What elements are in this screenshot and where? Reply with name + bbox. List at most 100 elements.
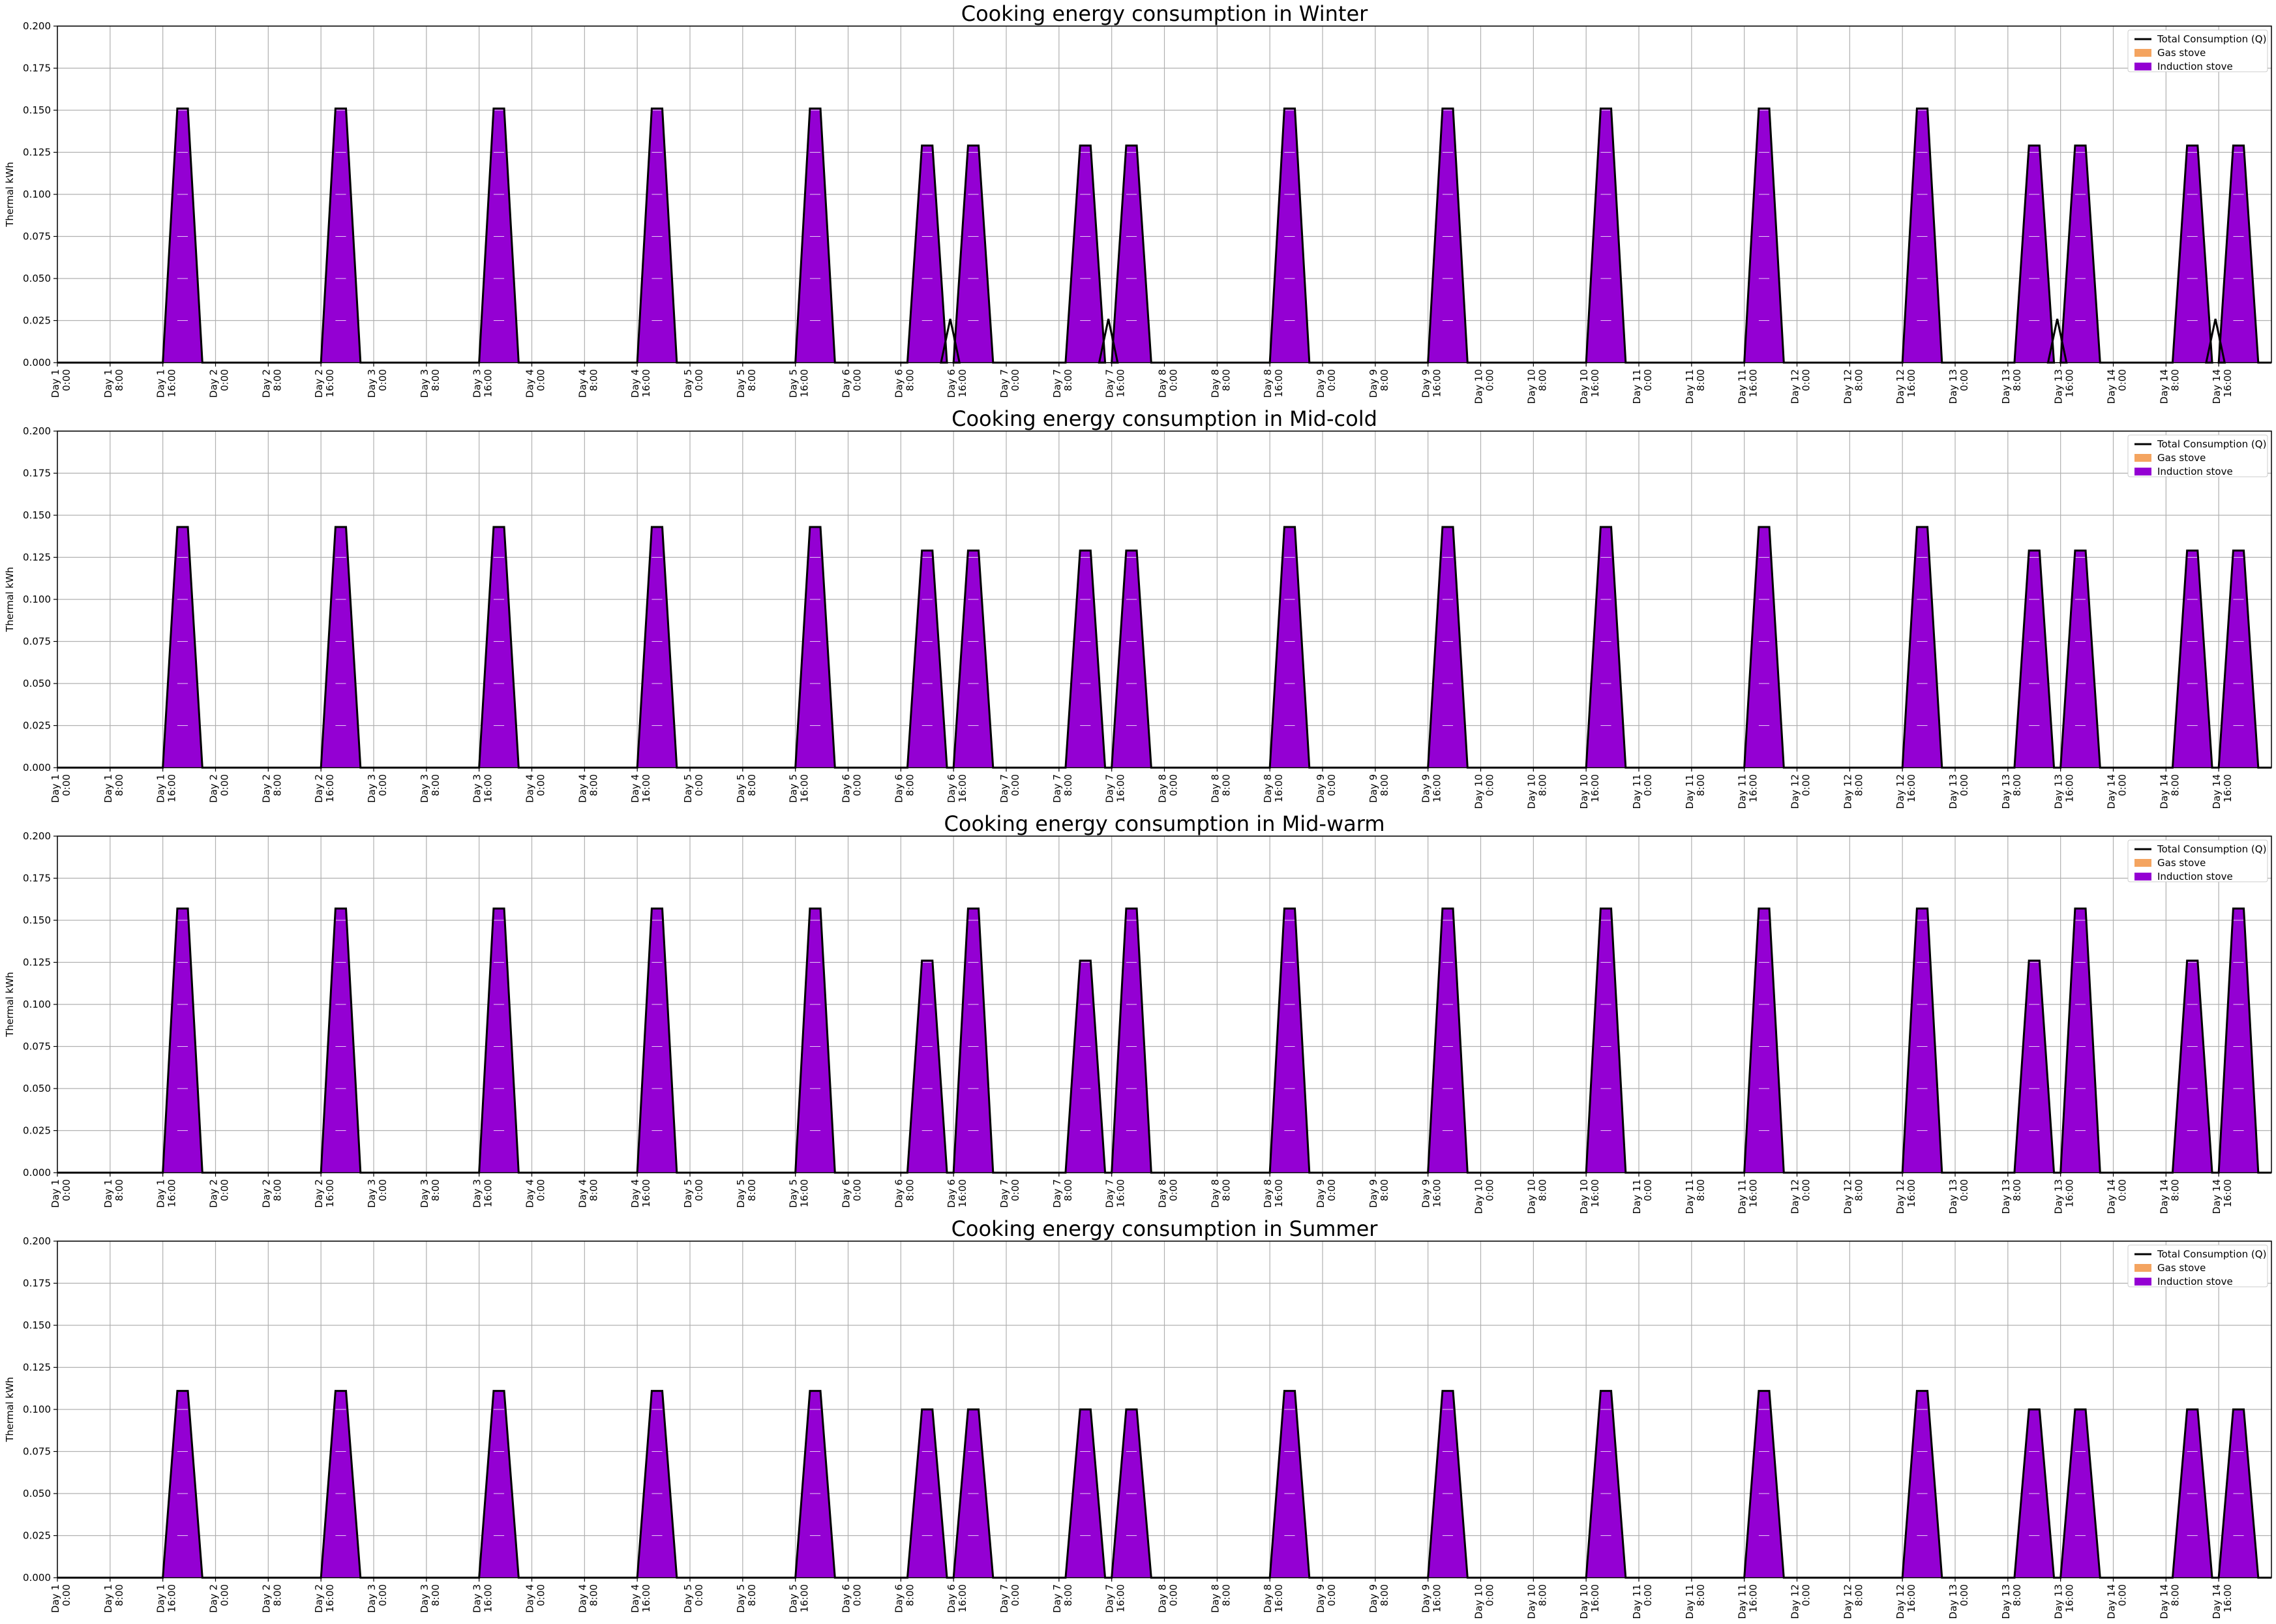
- x-tick-label: Day 1216:00: [1894, 774, 1917, 809]
- x-tick-label: Day 58:00: [735, 369, 758, 398]
- legend-swatch-area: [2134, 1264, 2151, 1272]
- x-tick-label: Day 120:00: [1789, 1179, 1812, 1214]
- induction-stove-area: [2014, 960, 2054, 1173]
- induction-stove-area: [1428, 108, 1468, 363]
- legend-label: Total Consumption (Q): [2157, 1248, 2266, 1260]
- legend-swatch-area: [2134, 468, 2151, 475]
- x-tick-label: Day 116:00: [155, 774, 178, 803]
- x-tick-label: Day 416:00: [629, 369, 652, 398]
- y-tick-label: 0.075: [23, 1041, 51, 1053]
- x-tick-label: Day 1416:00: [2211, 369, 2234, 404]
- legend-swatch-area: [2134, 873, 2151, 880]
- x-tick-label: Day 110:00: [1631, 369, 1654, 404]
- x-tick-label: Day 48:00: [576, 774, 599, 803]
- x-tick-label: Day 316:00: [472, 369, 494, 398]
- x-tick-label: Day 216:00: [313, 774, 336, 803]
- x-tick-label: Day 128:00: [1842, 1584, 1864, 1619]
- x-tick-label: Day 716:00: [1104, 1179, 1127, 1208]
- x-tick-label: Day 616:00: [946, 1584, 968, 1613]
- legend-label: Gas stove: [2157, 857, 2206, 869]
- induction-stove-area: [795, 527, 835, 768]
- legend-box: [2127, 434, 2268, 477]
- x-tick-label: Day 30:00: [366, 1179, 389, 1208]
- y-axis-label: Thermal kWh: [4, 162, 16, 228]
- x-tick-label: Day 58:00: [735, 774, 758, 803]
- y-tick-label: 0.175: [23, 63, 51, 74]
- y-tick-label: 0.175: [23, 873, 51, 884]
- induction-stove-area: [907, 550, 948, 768]
- y-tick-label: 0.150: [23, 1319, 51, 1331]
- x-tick-label: Day 78:00: [1051, 774, 1074, 803]
- x-tick-label: Day 1416:00: [2211, 774, 2234, 809]
- x-tick-label: Day 20:00: [208, 774, 231, 803]
- legend: Total Consumption (Q) Gas stove Induction …: [2127, 839, 2268, 882]
- x-tick-label: Day 20:00: [208, 369, 231, 398]
- x-tick-label: Day 816:00: [1262, 774, 1285, 803]
- induction-stove-area: [953, 908, 993, 1173]
- x-tick-label: Day 316:00: [472, 774, 494, 803]
- induction-stove-area: [637, 108, 677, 363]
- y-tick-label: 0.025: [23, 315, 51, 327]
- x-tick-label: Day 98:00: [1368, 1179, 1390, 1208]
- plot-frame: [57, 835, 2272, 1173]
- x-tick-label: Day 1416:00: [2211, 1584, 2234, 1619]
- x-tick-label: Day 100:00: [1473, 774, 1496, 809]
- x-tick-label: Day 916:00: [1420, 774, 1443, 803]
- x-tick-label: Day 138:00: [2000, 1584, 2023, 1619]
- x-tick-label: Day 28:00: [260, 369, 283, 398]
- induction-stove-area: [1902, 527, 1942, 768]
- x-tick-label: Day 88:00: [1209, 1584, 1232, 1613]
- induction-stove-area: [637, 527, 677, 768]
- induction-stove-area: [1428, 527, 1468, 768]
- x-tick-label: Day 50:00: [682, 1584, 705, 1613]
- induction-stove-area: [1902, 1391, 1942, 1578]
- induction-stove-area: [637, 1391, 677, 1578]
- y-tick-label: 0.100: [23, 1404, 51, 1415]
- induction-stove-area: [162, 108, 203, 363]
- y-axis-label: Thermal kWh: [4, 972, 16, 1038]
- induction-stove-area: [2219, 145, 2258, 363]
- induction-stove-area: [907, 145, 948, 363]
- induction-stove-area: [795, 1391, 835, 1578]
- x-tick-label: Day 68:00: [893, 369, 916, 398]
- y-tick-label: 0.050: [23, 1083, 51, 1094]
- induction-stove-area: [1270, 1391, 1310, 1578]
- x-tick-label: Day 140:00: [2106, 1584, 2129, 1619]
- induction-stove-area: [1270, 527, 1310, 768]
- x-tick-label: Day 98:00: [1368, 774, 1390, 803]
- x-tick-label: Day 100:00: [1473, 1584, 1496, 1619]
- legend-label: Induction stove: [2157, 871, 2233, 882]
- x-tick-label: Day 38:00: [419, 369, 442, 398]
- induction-stove-area: [321, 527, 361, 768]
- x-tick-label: Day 108:00: [1525, 1584, 1548, 1619]
- induction-stove-area: [953, 145, 993, 363]
- x-tick-label: Day 816:00: [1262, 1179, 1285, 1208]
- induction-stove-area: [2172, 145, 2213, 363]
- legend-label: Induction stove: [2157, 466, 2233, 477]
- y-tick-label: 0.100: [23, 999, 51, 1010]
- x-tick-label: Day 1416:00: [2211, 1179, 2234, 1214]
- x-tick-label: Day 110:00: [1631, 1584, 1654, 1619]
- y-tick-label: 0.125: [23, 552, 51, 564]
- x-tick-label: Day 120:00: [1789, 774, 1812, 809]
- plot-frame: [57, 430, 2272, 768]
- legend-box: [2127, 1244, 2268, 1287]
- x-tick-label: Day 148:00: [2158, 774, 2181, 809]
- x-tick-label: Day 816:00: [1262, 369, 1285, 398]
- x-tick-label: Day 18:00: [102, 774, 125, 803]
- x-tick-label: Day 916:00: [1420, 1584, 1443, 1613]
- y-tick-label: 0.200: [23, 1235, 51, 1247]
- x-tick-label: Day 130:00: [1947, 1179, 1970, 1214]
- y-tick-label: 0.200: [23, 425, 51, 437]
- induction-stove-area: [1270, 108, 1310, 363]
- induction-stove-area: [162, 1391, 203, 1578]
- x-tick-label: Day 20:00: [208, 1179, 231, 1208]
- x-tick-label: Day 98:00: [1368, 369, 1390, 398]
- x-tick-label: Day 68:00: [893, 1584, 916, 1613]
- induction-stove-area: [479, 108, 519, 363]
- x-tick-label: Day 130:00: [1947, 369, 1970, 404]
- x-tick-label: Day 416:00: [629, 1584, 652, 1613]
- x-tick-label: Day 30:00: [366, 369, 389, 398]
- x-tick-label: Day 1216:00: [1894, 1179, 1917, 1214]
- induction-stove-area: [1428, 908, 1468, 1173]
